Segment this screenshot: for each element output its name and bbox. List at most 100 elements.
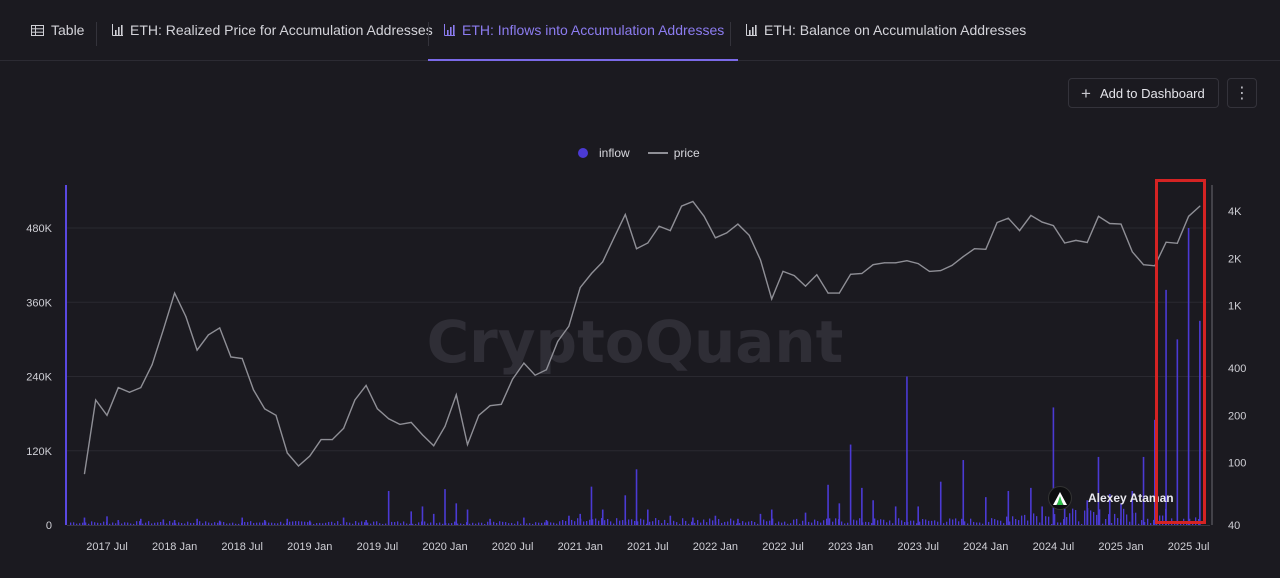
inflow-bar — [140, 518, 142, 525]
inflow-bar-noise — [646, 523, 648, 525]
inflow-bar — [838, 503, 841, 525]
inflow-bar-noise — [577, 518, 579, 525]
inflow-bar-noise — [973, 521, 975, 525]
inflow-bar-noise — [811, 522, 813, 525]
inflow-bar-noise — [952, 519, 954, 525]
inflow-bar-noise — [133, 523, 135, 525]
inflow-bar-noise — [1057, 522, 1059, 525]
inflow-bar — [286, 518, 289, 525]
price-point — [1142, 264, 1145, 266]
inflow-bar-noise — [88, 523, 90, 525]
inflow-bar-noise — [454, 521, 456, 525]
more-options-button[interactable]: ⋮ — [1227, 78, 1257, 108]
inflow-bar-noise — [820, 522, 822, 525]
inflow-bar-noise — [532, 523, 534, 525]
inflow-bar-noise — [775, 523, 777, 525]
inflow-bar-noise — [175, 523, 177, 525]
price-point — [557, 340, 559, 343]
inflow-bar-noise — [265, 521, 267, 525]
inflow-bar — [872, 500, 874, 525]
y-left-tick-label: 120K — [26, 446, 52, 458]
x-tick-label: 2018 Jan — [152, 541, 197, 553]
price-point — [951, 264, 953, 267]
inflow-bar-noise — [847, 522, 849, 525]
inflow-bar — [173, 520, 176, 525]
inflow-bar-noise — [214, 522, 216, 525]
legend-inflow-label[interactable]: inflow — [599, 146, 630, 160]
x-tick-label: 2022 Jul — [762, 541, 804, 553]
inflow-bar-noise — [295, 521, 297, 525]
inflow-bar-noise — [493, 521, 495, 525]
inflow-bar-noise — [949, 518, 951, 525]
inflow-bar-noise — [340, 523, 342, 525]
tab-realized-price[interactable]: ETH: Realized Price for Accumulation Add… — [112, 0, 433, 60]
inflow-bar-noise — [505, 522, 507, 525]
inflow-bar-noise — [967, 523, 969, 525]
inflow-bar-noise — [523, 523, 525, 525]
price-point — [962, 255, 964, 258]
price-point — [1188, 215, 1190, 217]
price-point — [940, 269, 942, 272]
inflow-bar-noise — [652, 521, 654, 525]
price-point — [872, 264, 874, 266]
inflow-bar-noise — [388, 521, 390, 525]
inflow-bar-noise — [148, 521, 150, 525]
price-point — [737, 223, 739, 225]
inflow-bar — [962, 460, 965, 525]
inflow-bar-noise — [178, 522, 180, 525]
inflow-bar-noise — [1126, 514, 1128, 525]
price-point — [174, 292, 176, 294]
inflow-bar-noise — [985, 521, 987, 525]
price-point — [241, 357, 243, 360]
price-point — [1019, 230, 1021, 232]
inflow-bar-noise — [277, 523, 279, 525]
y-right-tick-label: 2K — [1228, 253, 1242, 265]
inflow-bar-noise — [1132, 513, 1134, 525]
inflow-bar-noise — [850, 523, 852, 525]
inflow-bar-noise — [595, 518, 597, 525]
legend-price-label[interactable]: price — [673, 146, 700, 160]
inflow-bar-noise — [568, 518, 570, 525]
inflow-bar-noise — [1129, 521, 1131, 525]
inflow-bar-noise — [559, 521, 561, 525]
inflow-bar-noise — [346, 522, 348, 525]
bar-chart-icon — [444, 24, 455, 36]
inflow-bar-noise — [232, 522, 234, 525]
inflow-bar-noise — [502, 521, 504, 525]
inflow-bar-noise — [82, 522, 84, 525]
inflow-bar-noise — [442, 523, 444, 525]
inflow-bar-noise — [565, 521, 567, 525]
inflow-bar-noise — [289, 521, 291, 525]
y-left-tick-label: 0 — [46, 520, 52, 532]
inflow-bar-noise — [217, 522, 219, 525]
inflow-bar — [804, 512, 807, 525]
tab-divider — [96, 22, 97, 46]
price-point — [985, 248, 987, 250]
inflow-bar-noise — [421, 521, 423, 525]
inflow-bar-noise — [520, 523, 522, 525]
legend-price-swatch — [647, 152, 668, 154]
add-to-dashboard-button[interactable]: + Add to Dashboard — [1068, 78, 1219, 108]
price-point — [602, 261, 604, 263]
inflow-bar-noise — [550, 522, 552, 525]
inflow-bar-noise — [160, 521, 162, 525]
inflow-bar-noise — [913, 520, 915, 525]
tab-inflows[interactable]: ETH: Inflows into Accumulation Addresses — [427, 0, 739, 61]
inflow-bar-noise — [793, 519, 795, 525]
inflow-bar — [218, 520, 221, 525]
price-point — [1176, 242, 1178, 244]
inflow-bar-noise — [1135, 512, 1137, 525]
inflow-bar-noise — [1150, 523, 1152, 525]
tab-balance[interactable]: ETH: Balance on Accumulation Addresses — [746, 0, 1026, 60]
price-point — [489, 405, 491, 407]
inflow-bar-noise — [934, 520, 936, 525]
inflow-bar-noise — [1138, 523, 1140, 525]
inflow-bar-noise — [517, 521, 519, 525]
inflow-bar-noise — [1054, 514, 1056, 525]
inflow-bar-noise — [94, 522, 96, 525]
inflow-bar-noise — [916, 523, 918, 525]
inflow-bar-noise — [673, 520, 675, 525]
tab-table[interactable]: Table — [31, 0, 84, 60]
inflow-bar — [1007, 490, 1010, 525]
inflow-bar-noise — [1009, 521, 1011, 525]
